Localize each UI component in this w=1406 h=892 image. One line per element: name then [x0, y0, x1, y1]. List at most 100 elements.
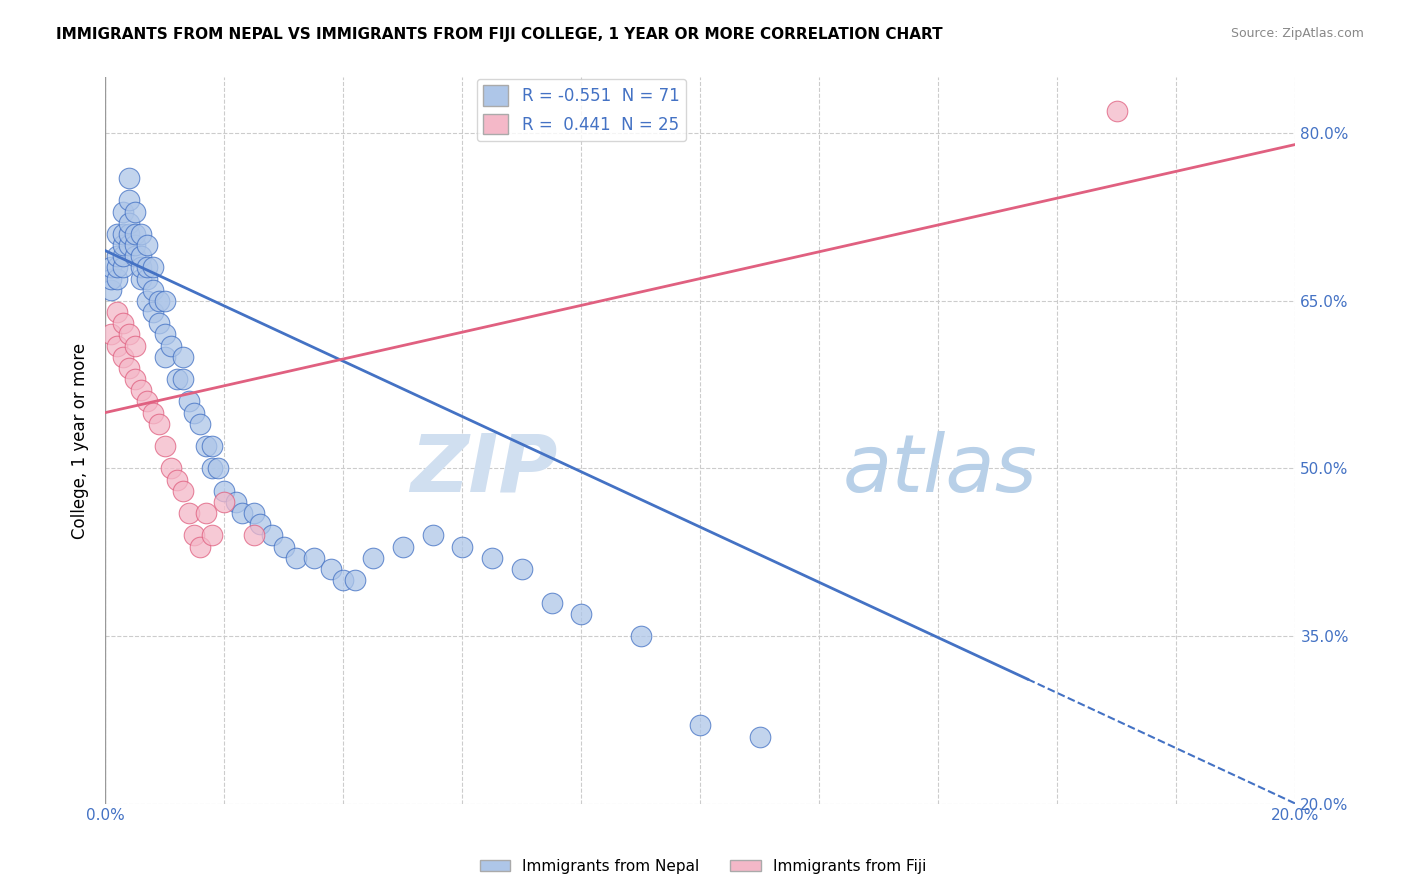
Point: [105, 305, 128, 319]
Point: [207, 461, 229, 475]
Point: [177, 506, 200, 520]
Point: [249, 517, 271, 532]
Point: [124, 238, 146, 252]
Point: [344, 573, 367, 587]
Point: [135, 394, 157, 409]
Point: [135, 238, 157, 252]
Point: [225, 495, 247, 509]
Point: [361, 550, 384, 565]
Point: [100, 260, 122, 275]
Point: [166, 473, 188, 487]
Point: [124, 338, 146, 352]
Point: [105, 227, 128, 241]
Point: [153, 293, 176, 308]
Point: [231, 506, 253, 520]
Text: Source: ZipAtlas.com: Source: ZipAtlas.com: [1230, 27, 1364, 40]
Point: [195, 439, 218, 453]
Point: [166, 372, 188, 386]
Point: [118, 327, 141, 342]
Point: [105, 249, 128, 263]
Point: [118, 171, 141, 186]
Point: [118, 360, 141, 375]
Point: [135, 293, 157, 308]
Point: [201, 461, 224, 475]
Point: [190, 417, 212, 431]
Point: [118, 194, 141, 208]
Point: [112, 227, 135, 241]
Point: [201, 439, 224, 453]
Point: [100, 327, 122, 342]
Point: [112, 238, 135, 252]
Point: [124, 249, 146, 263]
Point: [212, 483, 235, 498]
Point: [321, 562, 343, 576]
Point: [112, 350, 135, 364]
Point: [153, 350, 176, 364]
Point: [177, 394, 200, 409]
Point: [201, 528, 224, 542]
Point: [190, 540, 212, 554]
Point: [302, 550, 325, 565]
Point: [630, 629, 652, 643]
Point: [142, 283, 165, 297]
Point: [243, 528, 266, 542]
Point: [135, 260, 157, 275]
Point: [540, 595, 562, 609]
Point: [153, 439, 176, 453]
Point: [105, 338, 128, 352]
Point: [172, 483, 194, 498]
Point: [135, 271, 157, 285]
Point: [569, 607, 592, 621]
Point: [129, 271, 152, 285]
Point: [105, 260, 128, 275]
Y-axis label: College, 1 year or more: College, 1 year or more: [72, 343, 89, 539]
Point: [118, 216, 141, 230]
Point: [481, 550, 503, 565]
Point: [260, 528, 283, 542]
Point: [129, 249, 152, 263]
Text: IMMIGRANTS FROM NEPAL VS IMMIGRANTS FROM FIJI COLLEGE, 1 YEAR OR MORE CORRELATIO: IMMIGRANTS FROM NEPAL VS IMMIGRANTS FROM…: [56, 27, 943, 42]
Point: [422, 528, 444, 542]
Point: [153, 327, 176, 342]
Point: [510, 562, 533, 576]
Point: [118, 227, 141, 241]
Point: [112, 260, 135, 275]
Point: [172, 350, 194, 364]
Point: [129, 260, 152, 275]
Point: [112, 204, 135, 219]
Point: [243, 506, 266, 520]
Point: [451, 540, 474, 554]
Point: [105, 271, 128, 285]
Point: [112, 316, 135, 330]
Point: [183, 406, 205, 420]
Point: [183, 528, 205, 542]
Point: [332, 573, 354, 587]
Point: [172, 372, 194, 386]
Point: [100, 271, 122, 285]
Point: [748, 730, 770, 744]
Point: [159, 338, 181, 352]
Point: [118, 238, 141, 252]
Point: [148, 293, 170, 308]
Point: [195, 506, 218, 520]
Point: [273, 540, 295, 554]
Point: [159, 461, 181, 475]
Legend: Immigrants from Nepal, Immigrants from Fiji: Immigrants from Nepal, Immigrants from F…: [474, 853, 932, 880]
Point: [1105, 103, 1128, 118]
Text: ZIP: ZIP: [411, 431, 558, 508]
Point: [284, 550, 307, 565]
Point: [142, 305, 165, 319]
Point: [124, 227, 146, 241]
Point: [148, 316, 170, 330]
Point: [129, 384, 152, 398]
Point: [124, 372, 146, 386]
Point: [391, 540, 413, 554]
Text: atlas: atlas: [844, 431, 1038, 508]
Point: [689, 718, 711, 732]
Point: [124, 204, 146, 219]
Point: [100, 283, 122, 297]
Legend: R = -0.551  N = 71, R =  0.441  N = 25: R = -0.551 N = 71, R = 0.441 N = 25: [477, 78, 686, 141]
Point: [142, 260, 165, 275]
Point: [212, 495, 235, 509]
Point: [148, 417, 170, 431]
